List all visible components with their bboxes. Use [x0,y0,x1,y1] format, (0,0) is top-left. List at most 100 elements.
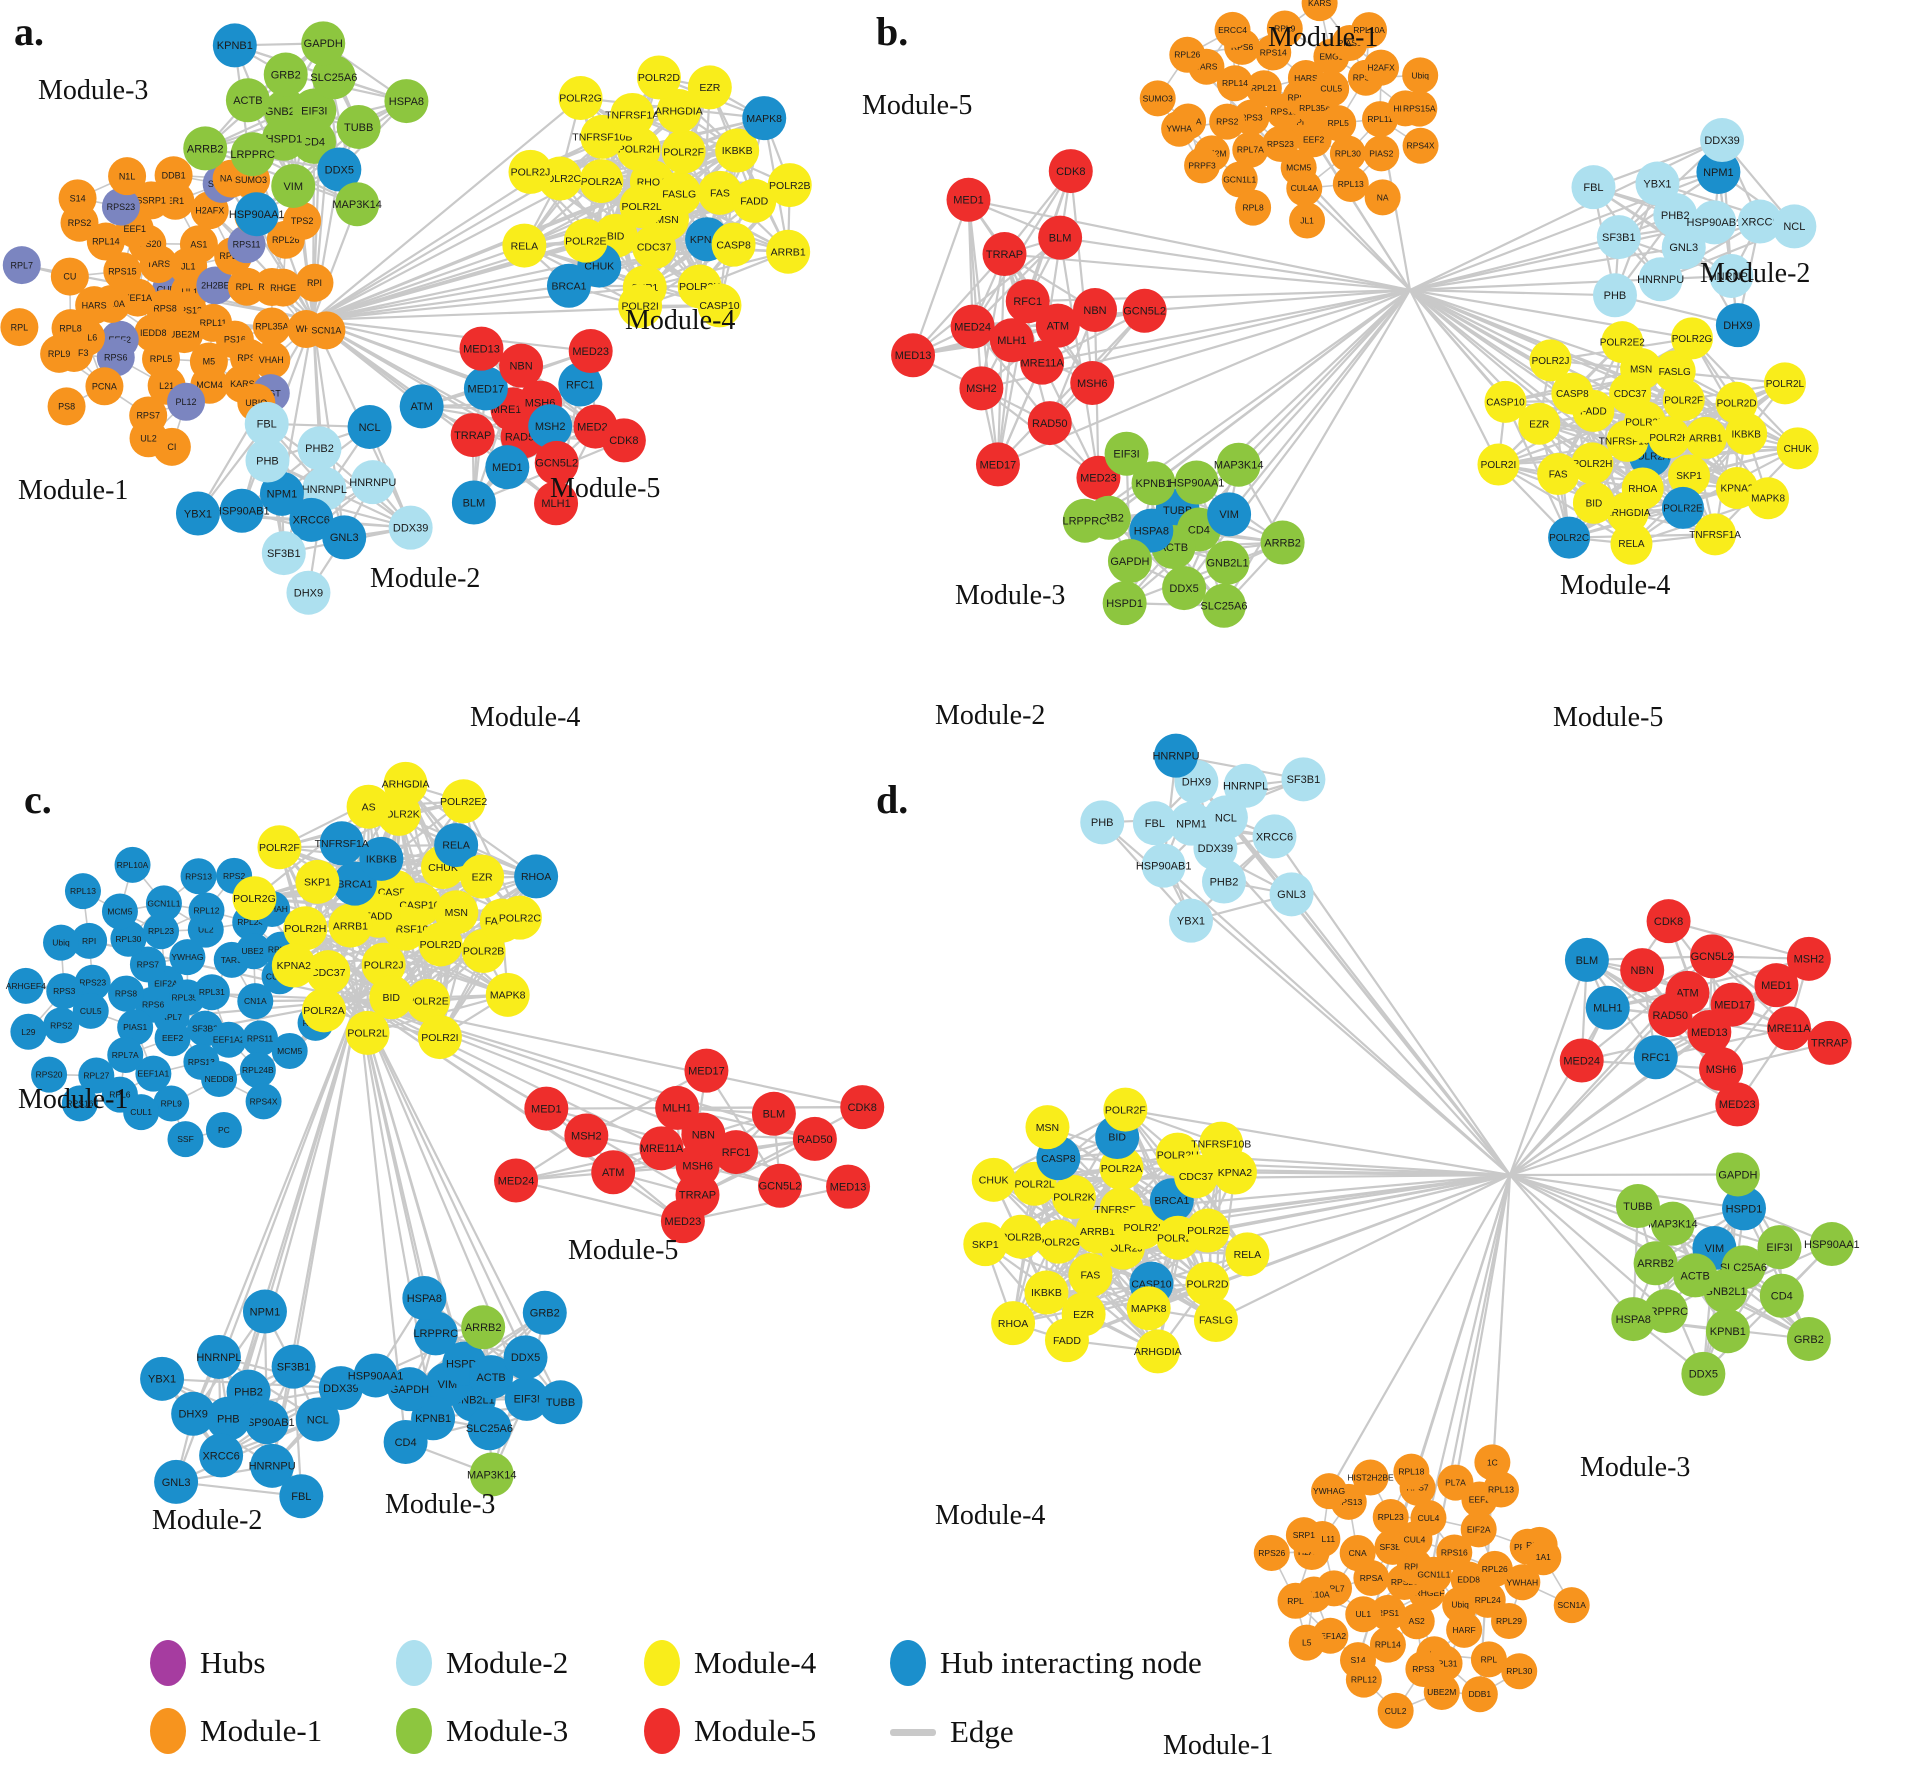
node-circle[interactable] [1661,486,1704,529]
node-circle[interactable] [1286,170,1323,207]
network-node[interactable]: CUL4 [1410,1499,1447,1536]
network-node[interactable]: RPS20 [31,1056,68,1093]
node-circle[interactable] [538,1380,583,1425]
network-node[interactable]: EIF2A [1460,1511,1497,1548]
network-node[interactable]: RAD50 [1027,401,1072,446]
node-circle[interactable] [244,401,289,446]
node-circle[interactable] [1005,279,1050,324]
node-circle[interactable] [318,1366,363,1411]
network-node[interactable]: POLR2A [301,988,346,1033]
node-circle[interactable] [1610,522,1653,565]
node-circle[interactable] [1126,1286,1171,1331]
network-node[interactable]: CDC37 [1174,1154,1219,1199]
node-circle[interactable] [591,1150,636,1195]
node-circle[interactable] [1168,898,1213,943]
node-circle[interactable] [1245,70,1282,107]
network-node[interactable]: RPL21 [1245,70,1282,107]
network-node[interactable]: PHB2 [297,426,342,471]
network-node[interactable]: YBX1 [175,491,220,536]
node-circle[interactable] [1476,1550,1513,1587]
network-node[interactable]: RPS2 [1209,103,1246,140]
network-node[interactable]: RAD50 [1648,993,1693,1038]
node-circle[interactable] [697,170,742,215]
network-node[interactable]: POLR2L [345,1010,390,1055]
node-circle[interactable] [1288,1624,1325,1661]
network-node[interactable]: EIF3I [504,1376,549,1421]
node-circle[interactable] [1501,1653,1538,1690]
node-circle[interactable] [697,283,742,328]
node-circle[interactable] [297,426,342,471]
node-circle[interactable] [1401,90,1438,127]
node-circle[interactable] [1174,1154,1219,1199]
node-circle[interactable] [1551,372,1594,415]
node-circle[interactable] [31,1056,68,1093]
node-circle[interactable] [219,488,264,533]
network-node[interactable]: RPS15 [103,252,142,291]
network-node[interactable]: GNL3 [322,515,367,560]
node-circle[interactable] [1725,412,1768,455]
network-node[interactable]: RPL30 [1501,1653,1538,1690]
node-circle[interactable] [206,1396,251,1441]
node-circle[interactable] [335,182,380,227]
network-node[interactable]: CD4 [1759,1273,1804,1318]
node-circle[interactable] [1141,843,1186,888]
network-node[interactable]: HNRNPL [196,1334,242,1379]
node-circle[interactable] [1601,321,1644,364]
node-circle[interactable] [656,89,701,134]
node-circle[interactable] [989,318,1034,363]
network-node[interactable]: ARRB2 [183,126,228,171]
network-node[interactable]: RPL14 [86,222,125,261]
node-circle[interactable] [1102,581,1147,626]
node-circle[interactable] [230,132,275,177]
network-node[interactable]: MSH2 [564,1113,609,1158]
network-node[interactable]: FASLG [1193,1297,1238,1342]
node-circle[interactable] [1035,303,1080,348]
network-node[interactable]: SLC25A6 [466,1406,513,1451]
node-circle[interactable] [618,283,663,328]
node-circle[interactable] [108,975,145,1012]
network-node[interactable]: NCL [1203,795,1248,840]
network-node[interactable]: FASLG [1653,350,1696,393]
node-circle[interactable] [1518,402,1561,445]
network-node[interactable]: PIAS1 [117,1009,154,1046]
network-node[interactable]: HSPA8 [384,79,429,124]
node-circle[interactable] [1767,1006,1812,1051]
network-node[interactable]: EZR [687,65,732,110]
network-node[interactable]: RPL9 [153,1085,190,1122]
network-node[interactable]: VIM [1207,492,1252,537]
network-node[interactable]: DDX39 [318,1366,363,1411]
network-node[interactable]: POLR2C [497,895,542,940]
network-node[interactable]: RPL [0,308,39,347]
node-circle[interactable] [1757,1225,1802,1270]
node-circle[interactable] [64,873,101,910]
node-circle[interactable] [319,821,364,866]
network-node[interactable]: FBL [1571,165,1616,210]
network-node[interactable]: POLR2C [1548,516,1591,559]
node-circle[interactable] [234,192,279,237]
node-circle[interactable] [283,201,322,240]
network-node[interactable]: CUL1 [123,1094,160,1131]
node-circle[interactable] [1266,10,1303,47]
node-circle[interactable] [1786,1316,1831,1361]
node-circle[interactable] [1339,1535,1376,1572]
node-circle[interactable] [252,340,291,379]
node-circle[interactable] [196,1334,241,1379]
network-node[interactable]: RPS8 [108,975,145,1012]
node-circle[interactable] [514,854,559,899]
network-node[interactable]: MED13 [459,326,504,371]
node-circle[interactable] [451,480,496,525]
network-node[interactable]: TRRAP [450,413,495,458]
network-node[interactable]: MED1 [485,445,530,490]
network-node[interactable]: POLR2E2 [1600,321,1645,364]
node-circle[interactable] [1185,1261,1230,1306]
network-node[interactable]: MLH1 [989,318,1034,363]
node-circle[interactable] [1529,339,1572,382]
network-node[interactable]: MLH1 [1585,985,1630,1030]
network-node[interactable]: GCN5L2 [757,1163,802,1208]
node-circle[interactable] [461,1305,506,1350]
network-node[interactable]: NCL [347,404,392,449]
network-node[interactable]: DDX5 [1162,566,1207,611]
network-node[interactable]: TRRAP [982,232,1027,277]
node-circle[interactable] [1684,416,1727,459]
network-node[interactable]: RPL10A [1351,12,1388,49]
